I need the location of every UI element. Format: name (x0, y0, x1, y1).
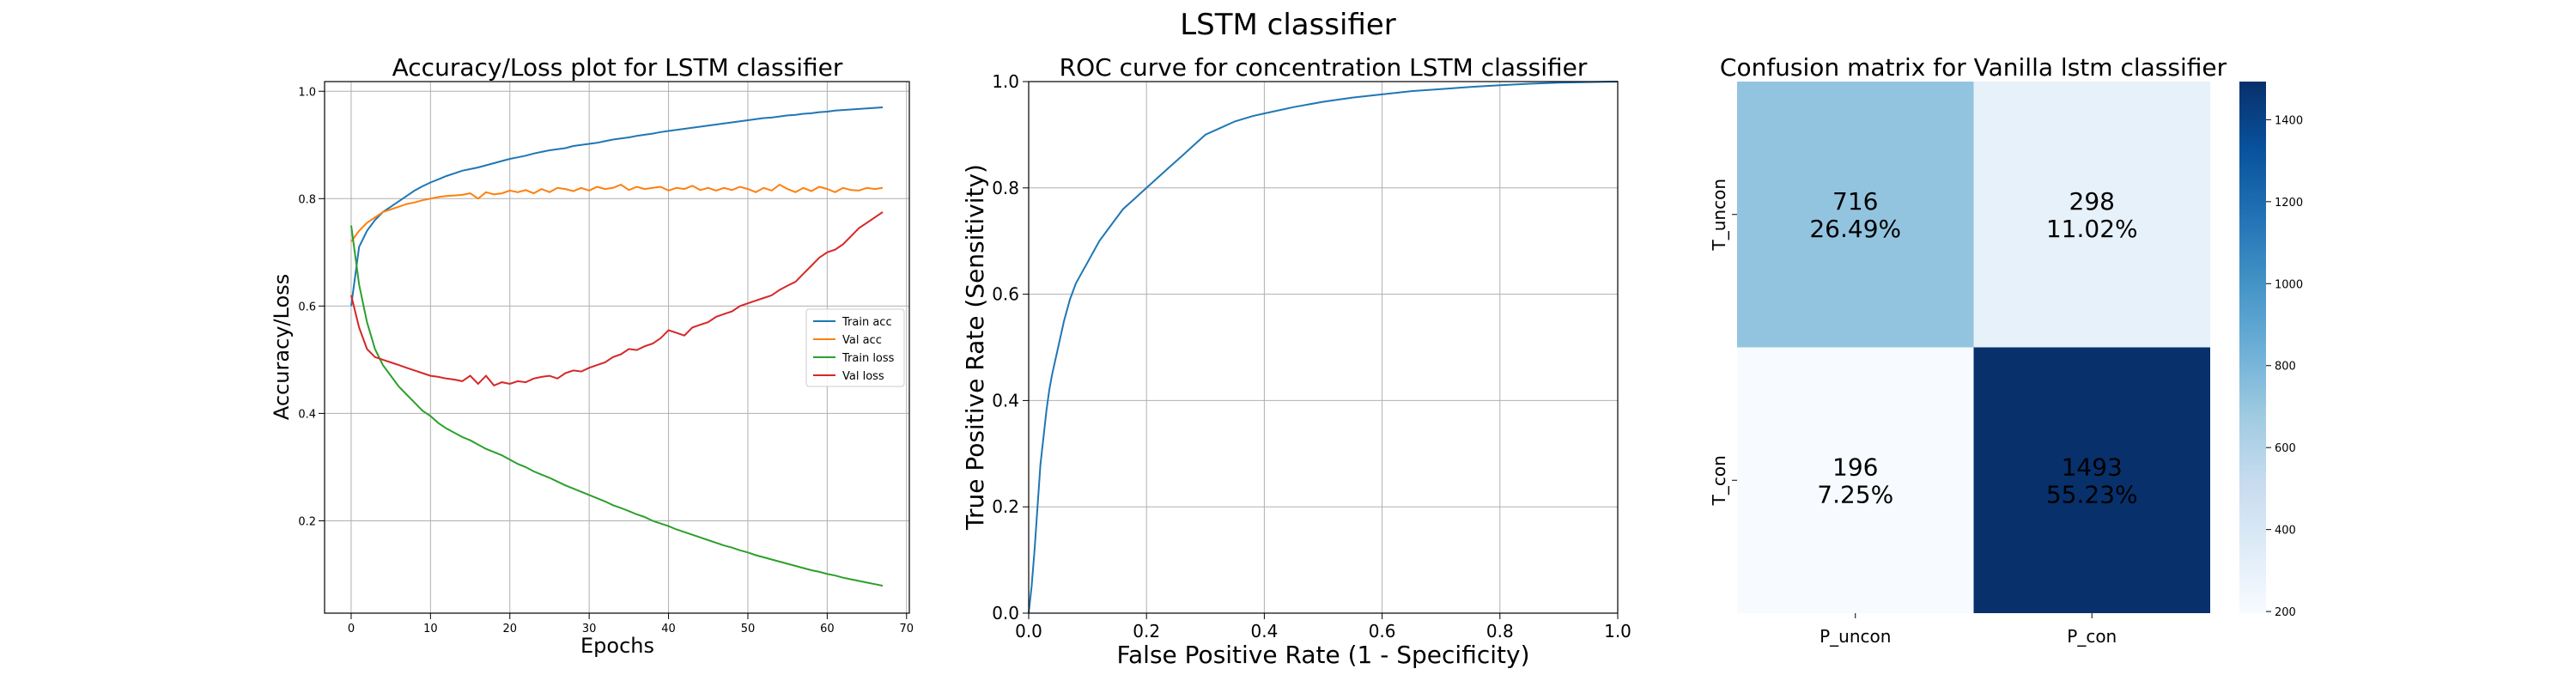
chart1-lines (350, 106, 884, 587)
x-tick-label: 0.2 (1133, 621, 1160, 641)
roc-curve-line (1028, 81, 1619, 614)
legend-label: Train loss (841, 352, 895, 365)
chart1-frame (324, 81, 910, 614)
colorbar-tick-label: 1200 (2275, 197, 2303, 210)
chart2-ticks: 0.0 0.2 0.4 0.6 0.8 1.0 0.0 0.2 0.4 0.6 0.8 1.0 (992, 71, 1631, 641)
colorbar-tick-label: 600 (2275, 442, 2296, 455)
y-tick-label: 0.4 (298, 408, 316, 421)
chart2-frame (1028, 81, 1619, 614)
colorbar-tick-label: 800 (2275, 361, 2296, 374)
y-tick-label: 1.0 (992, 71, 1019, 92)
heatmap-cell (1973, 82, 2210, 348)
x-tick-label: 20 (502, 623, 517, 635)
series-line-val-loss (350, 211, 884, 387)
legend-box (805, 308, 905, 387)
heatmap-cell (1973, 347, 2210, 613)
chart2-lines (1028, 81, 1619, 614)
chart1-title: Accuracy/Loss plot for LSTM classifier (392, 53, 843, 82)
y-tick-label: 1.0 (298, 86, 316, 99)
colorbar-tick-label: 1400 (2275, 114, 2303, 127)
y-tick-label: 0.8 (992, 178, 1019, 198)
legend-label: Val loss (842, 370, 884, 383)
heatmap-cell (1737, 82, 1974, 348)
cell-count: 716 (1832, 187, 1878, 216)
chart3-title: Confusion matrix for Vanilla lstm classi… (1720, 53, 2227, 82)
x-tick-label: 50 (741, 623, 756, 635)
y-tick-label: 0.2 (298, 515, 316, 528)
heatmap-cells (1737, 82, 2210, 613)
figure-title: LSTM classifier (1180, 8, 1396, 42)
x-tick-label: 0.4 (1250, 621, 1278, 641)
chart1-legend: Train acc Val acc Train loss Val loss (805, 308, 905, 387)
x-tick-label: 10 (423, 623, 438, 635)
x-category-label: P_con (2067, 626, 2117, 647)
colorbar (2239, 82, 2266, 613)
y-category-label: T_uncon (1709, 179, 1729, 251)
colorbar-tick-label: 200 (2275, 606, 2296, 619)
cell-percent: 7.25% (1817, 480, 1893, 508)
cell-count: 298 (2069, 187, 2115, 216)
chart2-xlabel: False Positive Rate (1 - Specificity) (1116, 641, 1529, 669)
x-tick-label: 30 (582, 623, 597, 635)
chart1-ticks: 0 10 20 30 40 50 60 70 0.2 0.4 0.6 0.8 1.0 (298, 86, 914, 635)
confusion-matrix: Confusion matrix for Vanilla lstm classi… (1709, 53, 2303, 647)
y-tick-label: 0.8 (298, 193, 316, 206)
chart1-grid (325, 82, 909, 613)
chart1-xlabel: Epochs (580, 634, 654, 658)
cell-count: 1493 (2062, 453, 2123, 481)
series-line-train-acc (350, 106, 884, 307)
series-line-train-loss (350, 225, 884, 587)
cell-percent: 55.23% (2046, 480, 2138, 508)
series-line-val-acc (350, 183, 884, 242)
roc-chart: ROC curve for concentration LSTM classif… (961, 53, 1631, 669)
y-tick-label: 0.6 (298, 301, 316, 313)
colorbar-ticks: 200 400 600 800 1000 1200 1400 (2266, 114, 2303, 619)
x-tick-label: 70 (899, 623, 914, 635)
legend-label: Train acc (841, 316, 892, 329)
cell-percent: 11.02% (2046, 215, 2138, 243)
y-category-label: T_con (1709, 455, 1729, 506)
y-tick-label: 0.4 (992, 390, 1019, 410)
chart2-ylabel: True Positive Rate (Sensitivity) (961, 164, 989, 531)
y-tick-label: 0.0 (992, 603, 1019, 623)
legend-label: Val acc (842, 334, 882, 347)
x-tick-label: 1.0 (1604, 621, 1631, 641)
cell-count: 196 (1832, 453, 1878, 481)
x-tick-label: 0.0 (1015, 621, 1042, 641)
cell-percent: 26.49% (1809, 215, 1901, 243)
x-tick-label: 40 (661, 623, 676, 635)
y-tick-label: 0.6 (992, 284, 1019, 305)
heatmap-cell (1737, 347, 1974, 613)
colorbar-tick-label: 400 (2275, 525, 2296, 538)
x-tick-label: 0 (348, 623, 355, 635)
chart1-ylabel: Accuracy/Loss (270, 274, 294, 420)
chart2-grid (1028, 81, 1619, 614)
x-tick-label: 60 (820, 623, 835, 635)
chart2-title: ROC curve for concentration LSTM classif… (1060, 53, 1588, 82)
x-tick-label: 0.8 (1486, 621, 1514, 641)
colorbar-tick-label: 1000 (2275, 278, 2303, 291)
x-tick-label: 0.6 (1369, 621, 1396, 641)
y-tick-label: 0.2 (992, 496, 1019, 517)
accuracy-loss-chart: Accuracy/Loss plot for LSTM classifier 0… (270, 53, 914, 658)
x-category-label: P_uncon (1820, 626, 1891, 647)
